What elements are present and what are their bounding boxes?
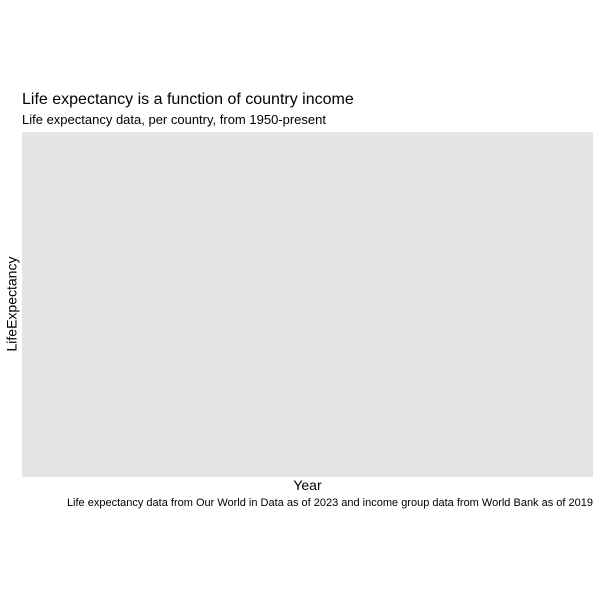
chart-subtitle: Life expectancy data, per country, from … bbox=[22, 112, 326, 127]
y-axis-label: LifeExpectancy bbox=[3, 256, 20, 352]
plot-panel bbox=[22, 132, 593, 477]
chart-caption: Life expectancy data from Our World in D… bbox=[66, 497, 593, 509]
x-axis-label: Year bbox=[293, 477, 322, 493]
chart-title: Life expectancy is a function of country… bbox=[22, 91, 354, 108]
